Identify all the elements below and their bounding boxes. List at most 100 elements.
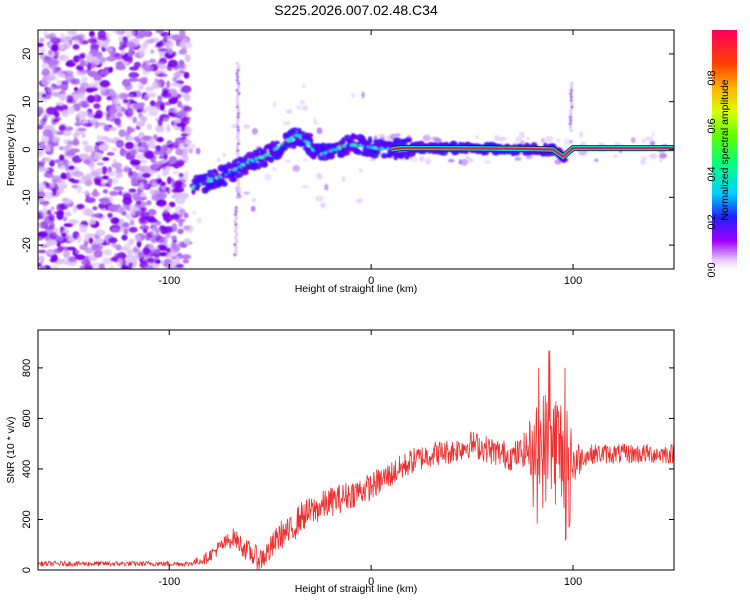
spectrogram-noise-blob bbox=[63, 35, 72, 42]
spectrogram-ridge-cell bbox=[255, 162, 262, 170]
spectrogram-noise-blob bbox=[89, 43, 100, 49]
spectrogram-streak-cell bbox=[234, 206, 238, 210]
spectrogram-noise-blob bbox=[66, 95, 74, 103]
spectrogram-noise-blob bbox=[175, 256, 181, 266]
spectrogram-noise-blob bbox=[38, 221, 47, 229]
spectrogram-noise-blob bbox=[155, 30, 164, 34]
spectrogram-noise-blob bbox=[108, 107, 118, 115]
spectrogram-noise-blob bbox=[57, 210, 65, 217]
spectrogram-noise-blob bbox=[76, 65, 84, 71]
spectrogram-noise-blob bbox=[55, 104, 61, 110]
spectrogram-noise-blob bbox=[157, 47, 168, 52]
spectrogram-noise-blob bbox=[136, 146, 145, 151]
spectrogram-noise-blob bbox=[115, 139, 125, 148]
spectrogram-noise-blob bbox=[163, 42, 174, 48]
spectrogram-noise-blob bbox=[153, 163, 159, 170]
spectrogram-noise-blob bbox=[56, 80, 63, 85]
spectrogram-noise-blob bbox=[149, 138, 155, 143]
spectrogram-streak-cell bbox=[569, 112, 573, 116]
spectrogram-noise-blob bbox=[46, 209, 52, 215]
spectrogram-noise-blob bbox=[70, 78, 81, 85]
spectrogram-noise-blob bbox=[44, 235, 51, 240]
spectrogram-noise-blob bbox=[108, 69, 113, 73]
spectrogram-xlabel: Height of straight line (km) bbox=[295, 283, 418, 295]
spectrogram-noise-blob bbox=[94, 152, 103, 161]
colorbar: 0.0 0.2 0.4 0.6 0.8 Normalized spectral ampl… bbox=[706, 30, 737, 278]
spectrogram-ridge-cell bbox=[230, 176, 236, 182]
spectrogram-noise-blob bbox=[163, 226, 173, 234]
chart-title: S225.2026.007.02.48.C34 bbox=[274, 2, 438, 18]
spectrogram-noise-blob bbox=[170, 261, 176, 269]
spectrogram-noise-blob bbox=[115, 64, 126, 71]
spectrogram-noise-blob bbox=[56, 203, 65, 212]
spectrogram-noise-blob bbox=[109, 190, 119, 196]
spectrogram-halo-blob bbox=[251, 197, 257, 203]
spectrogram-noise-blob bbox=[127, 135, 134, 142]
spectrogram-streak-cell bbox=[235, 239, 239, 243]
spectrogram-noise-blob bbox=[38, 124, 44, 130]
spectrogram-noise-blob bbox=[104, 137, 114, 143]
spectrogram-noise-blob bbox=[142, 247, 151, 256]
spectrogram-noise-blob bbox=[110, 217, 120, 225]
spectrogram-noise-blob bbox=[157, 95, 163, 102]
spectrogram-halo-blob bbox=[598, 142, 603, 146]
spectrogram-noise-blob bbox=[154, 79, 163, 83]
spectrogram-noise-blob bbox=[162, 36, 168, 43]
spectrogram-noise-blob bbox=[112, 97, 120, 106]
spectrogram-streak-cell bbox=[236, 132, 240, 136]
spectrogram-noise-blob bbox=[81, 259, 91, 266]
spectrogram-noise-blob bbox=[93, 175, 104, 183]
spectrogram-streak-cell bbox=[235, 105, 239, 109]
spectrogram-noise-blob bbox=[63, 159, 68, 164]
spectrogram-noise-blob bbox=[135, 200, 142, 205]
spectrogram-halo-blob bbox=[613, 154, 619, 159]
snr-frame bbox=[37, 329, 675, 571]
spectrogram-noise-blob bbox=[48, 49, 53, 56]
spectrogram-streak-cell bbox=[237, 92, 241, 96]
spectrogram-ridge-cell bbox=[407, 138, 412, 143]
spectrogram-noise-blob bbox=[68, 256, 77, 263]
spectrogram-noise-blob bbox=[159, 191, 167, 200]
spectrogram-halo-blob bbox=[222, 152, 226, 158]
spectrogram-noise-blob bbox=[86, 95, 96, 103]
spectrogram-noise-blob bbox=[149, 188, 155, 195]
spectrogram-noise-blob bbox=[99, 143, 109, 152]
spectrogram-streak-cell bbox=[236, 108, 241, 112]
spectrogram-halo-blob bbox=[230, 123, 237, 129]
spectrogram-noise-blob bbox=[183, 93, 191, 102]
spectrogram-streak-cell bbox=[235, 88, 239, 92]
spectrogram-noise-blob bbox=[57, 245, 64, 252]
spectrogram-halo-blob bbox=[640, 158, 646, 165]
spectrogram-noise-blob bbox=[119, 147, 126, 157]
spectrogram-noise-blob bbox=[111, 162, 123, 169]
spectrogram-noise-blob bbox=[128, 238, 134, 246]
spectrogram-ytick-label: 20 bbox=[21, 48, 33, 60]
spectrogram-ytick-label: -10 bbox=[21, 189, 33, 205]
spectrogram-noise-blob bbox=[70, 179, 80, 184]
spectrogram-streak-cell bbox=[236, 112, 240, 116]
spectrogram-noise-blob bbox=[79, 53, 86, 59]
spectrogram-noise-blob bbox=[124, 82, 133, 91]
spectrogram-noise-blob bbox=[47, 73, 56, 80]
spectrogram-noise-blob bbox=[173, 170, 180, 175]
snr-ytick-label: 600 bbox=[21, 409, 33, 427]
spectrogram-noise-blob bbox=[125, 30, 136, 38]
spectrogram-noise-blob bbox=[95, 109, 103, 119]
spectrogram-noise-blob bbox=[47, 249, 55, 256]
spectrogram-ridge-cell bbox=[292, 127, 299, 132]
spectrogram-noise-blob bbox=[163, 117, 170, 123]
spectrogram-noise-blob bbox=[146, 200, 152, 206]
spectrogram-noise-blob bbox=[115, 173, 124, 178]
spectrogram-noise-blob bbox=[175, 218, 186, 223]
spectrogram-streak-cell bbox=[236, 125, 240, 129]
spectrogram-halo-blob bbox=[525, 137, 531, 141]
spectrogram-noise-blob bbox=[61, 109, 70, 118]
spectrogram-halo-blob bbox=[243, 191, 251, 195]
spectrogram-noise-blob bbox=[161, 186, 166, 191]
spectrogram-noise-blob bbox=[73, 55, 81, 63]
spectrogram-noise-blob bbox=[47, 91, 53, 97]
spectrogram-noise-blob bbox=[99, 70, 110, 76]
spectrogram-noise-blob bbox=[170, 242, 177, 249]
